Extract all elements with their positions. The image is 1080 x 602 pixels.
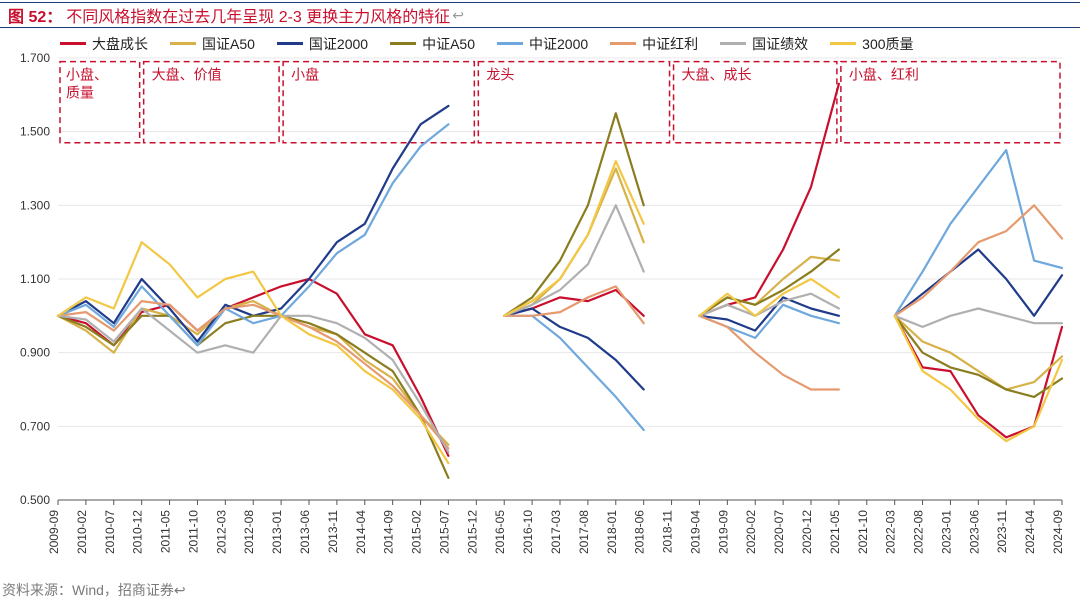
legend-swatch <box>390 42 416 45</box>
legend-item: 中证A50 <box>390 34 475 54</box>
legend-item: 300质量 <box>830 34 913 54</box>
svg-text:2013-01: 2013-01 <box>270 510 284 554</box>
svg-text:2019-04: 2019-04 <box>688 510 702 554</box>
legend-swatch <box>497 42 523 45</box>
svg-text:2020-07: 2020-07 <box>772 510 786 554</box>
svg-text:2011-05: 2011-05 <box>159 510 173 553</box>
svg-text:2022-03: 2022-03 <box>884 510 898 554</box>
figure-root: 图 52： 不同风格指数在过去几年呈现 2-3 更换主力风格的特征 ↩ 大盘成长… <box>0 0 1080 602</box>
svg-text:2012-03: 2012-03 <box>214 510 228 554</box>
svg-text:2018-11: 2018-11 <box>661 510 675 553</box>
svg-text:质量: 质量 <box>66 85 94 101</box>
svg-text:2014-04: 2014-04 <box>354 510 368 554</box>
legend-label: 中证红利 <box>642 34 698 54</box>
svg-text:2011-10: 2011-10 <box>186 510 200 553</box>
svg-text:2017-08: 2017-08 <box>577 510 591 554</box>
legend-label: 国证2000 <box>309 34 368 54</box>
svg-text:2021-05: 2021-05 <box>828 510 842 554</box>
svg-text:2018-01: 2018-01 <box>605 510 619 554</box>
svg-text:2018-06: 2018-06 <box>633 510 647 554</box>
svg-text:2013-11: 2013-11 <box>326 510 340 553</box>
svg-text:小盘: 小盘 <box>291 67 319 83</box>
svg-text:2012-08: 2012-08 <box>242 510 256 554</box>
svg-text:2020-12: 2020-12 <box>800 510 814 554</box>
svg-text:0.900: 0.900 <box>20 346 50 360</box>
legend-label: 大盘成长 <box>92 34 148 54</box>
svg-text:2019-09: 2019-09 <box>716 510 730 554</box>
legend: 大盘成长 国证A50 国证2000 中证A50 中证2000 中证红利 国证绩效 300质量 <box>60 32 1060 54</box>
svg-text:2009-09: 2009-09 <box>47 510 61 554</box>
legend-swatch <box>277 42 303 45</box>
svg-text:1.700: 1.700 <box>20 51 50 65</box>
legend-swatch <box>720 42 746 45</box>
legend-swatch <box>610 42 636 45</box>
svg-text:2023-11: 2023-11 <box>995 510 1009 553</box>
svg-text:2015-02: 2015-02 <box>410 510 424 554</box>
legend-item: 国证2000 <box>277 34 368 54</box>
svg-text:1.500: 1.500 <box>20 125 50 139</box>
legend-swatch <box>60 42 86 45</box>
svg-text:2022-08: 2022-08 <box>912 510 926 554</box>
svg-text:2014-09: 2014-09 <box>382 510 396 554</box>
svg-text:龙头: 龙头 <box>486 67 514 83</box>
legend-label: 国证绩效 <box>752 34 808 54</box>
svg-text:2024-09: 2024-09 <box>1051 510 1065 554</box>
svg-text:2010-02: 2010-02 <box>75 510 89 554</box>
svg-text:小盘、红利: 小盘、红利 <box>849 67 919 83</box>
legend-item: 国证绩效 <box>720 34 808 54</box>
svg-text:2020-02: 2020-02 <box>744 510 758 554</box>
svg-text:2023-01: 2023-01 <box>939 510 953 554</box>
legend-label: 中证A50 <box>422 34 475 54</box>
legend-swatch <box>170 42 196 45</box>
legend-item: 中证2000 <box>497 34 588 54</box>
legend-item: 大盘成长 <box>60 34 148 54</box>
legend-item: 国证A50 <box>170 34 255 54</box>
title-return-marker: ↩ <box>452 7 464 24</box>
legend-label: 300质量 <box>862 34 913 54</box>
svg-text:0.700: 0.700 <box>20 419 50 433</box>
svg-text:2010-12: 2010-12 <box>131 510 145 554</box>
svg-text:2016-10: 2016-10 <box>521 510 535 554</box>
svg-text:大盘、成长: 大盘、成长 <box>682 67 752 83</box>
figure-number: 图 52： <box>8 3 62 27</box>
legend-item: 中证红利 <box>610 34 698 54</box>
svg-text:2021-10: 2021-10 <box>856 510 870 554</box>
chart-container: 大盘成长国证A50国证2000中证A50中证2000中证红利国证绩效300质量 … <box>0 30 1080 578</box>
figure-title-bar: 图 52： 不同风格指数在过去几年呈现 2-3 更换主力风格的特征 ↩ <box>0 2 1080 28</box>
svg-text:1.100: 1.100 <box>20 272 50 286</box>
svg-text:0.500: 0.500 <box>20 493 50 507</box>
svg-text:2015-07: 2015-07 <box>437 510 451 554</box>
svg-text:2016-05: 2016-05 <box>493 510 507 554</box>
svg-text:2015-12: 2015-12 <box>465 510 479 554</box>
svg-text:1.300: 1.300 <box>20 198 50 212</box>
legend-swatch <box>830 42 856 45</box>
svg-text:大盘、价值: 大盘、价值 <box>152 67 222 83</box>
figure-source: 资料来源：Wind，招商证券↩ <box>2 580 186 600</box>
svg-text:小盘、: 小盘、 <box>66 67 108 83</box>
svg-text:2013-06: 2013-06 <box>298 510 312 554</box>
svg-text:2023-06: 2023-06 <box>967 510 981 554</box>
line-chart: 0.500 0.700 0.900 1.100 1.300 1.500 1.700 2009-… <box>0 30 1080 578</box>
svg-text:2010-07: 2010-07 <box>103 510 117 554</box>
svg-text:2017-03: 2017-03 <box>549 510 563 554</box>
legend-label: 中证2000 <box>529 34 588 54</box>
figure-title: 不同风格指数在过去几年呈现 2-3 更换主力风格的特征 <box>66 3 450 27</box>
legend-label: 国证A50 <box>202 34 255 54</box>
svg-text:2024-04: 2024-04 <box>1023 510 1037 554</box>
